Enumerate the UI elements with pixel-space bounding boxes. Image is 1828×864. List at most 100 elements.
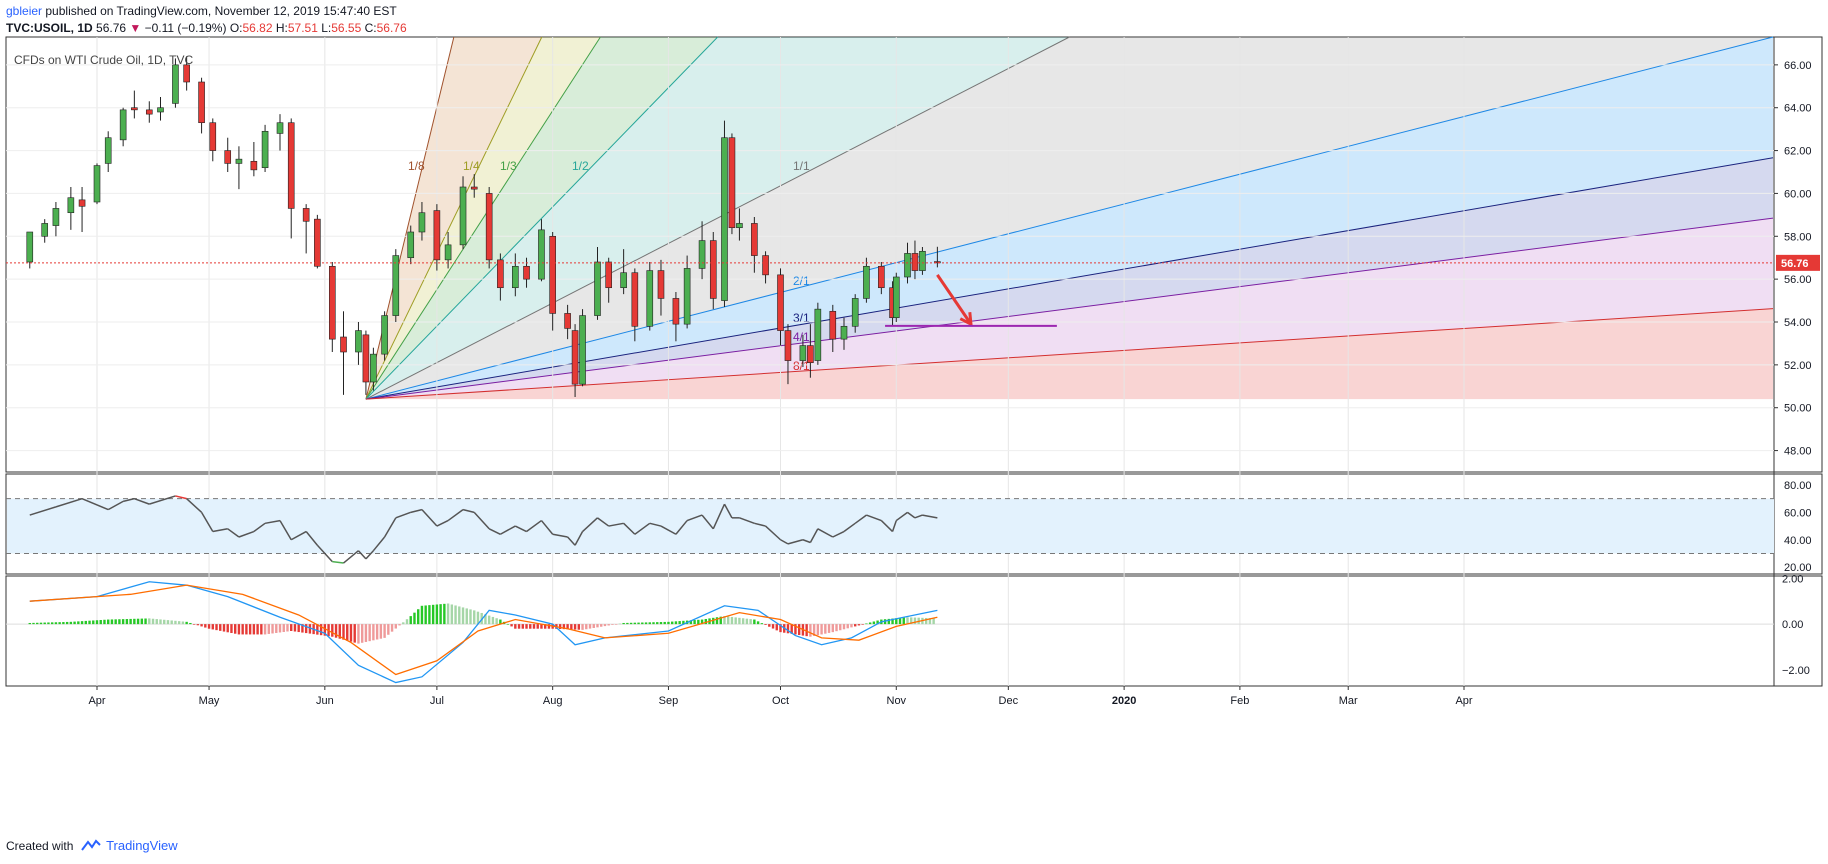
candle-body [497,259,504,289]
rsi-segment [305,531,318,546]
candle-body [41,223,49,237]
macd-histogram-bar [215,624,218,631]
macd-histogram-bar [723,616,726,625]
macd-histogram-bar [84,620,87,625]
macd-histogram-bar [827,624,831,633]
symbol-label: TVC:USOIL, 1D [6,21,93,35]
rsi-segment [866,514,882,522]
macd-histogram-bar [233,624,237,634]
candle-body [807,345,814,364]
fan-label: 1/8 [408,159,425,173]
macd-histogram-bar [286,624,289,632]
candle [287,118,295,239]
macd-histogram-bar [278,624,282,633]
macd-histogram-bar [446,603,450,625]
macd-histogram-bar [652,622,655,625]
macd-histogram-bar [293,624,297,632]
candle-body [762,255,769,276]
macd-histogram-bar [745,618,749,625]
macd-histogram-bar [898,617,902,625]
fan-line [365,217,1774,400]
macd-histogram-bar [226,624,229,633]
candle-body [183,64,190,83]
candle [605,257,612,303]
macd-histogram-bar [532,624,536,629]
macd-histogram-bar [222,624,226,632]
footer: Created with TradingView [6,838,178,854]
macd-histogram-bar [196,624,200,626]
macd-histogram-bar [547,624,551,629]
macd-histogram-bar [842,624,846,630]
macd-histogram-bar [177,621,181,625]
macd-histogram-bar [211,624,214,630]
time-tick-label: Apr [88,695,105,707]
macd-histogram-bar [749,619,752,625]
candle [41,219,49,243]
time-tick-label: Apr [1455,695,1472,707]
candle [198,77,205,134]
macd-histogram-bar [107,619,110,625]
candle [78,187,86,232]
candle-body [131,107,138,111]
macd-histogram-bar [558,624,562,629]
macd-histogram-bar [797,624,801,636]
macd-histogram-bar [323,624,327,636]
candle [392,249,400,322]
macd-histogram-bar [360,624,364,643]
candle-body [709,240,717,299]
macd-histogram-bar [428,605,431,625]
time-tick-label: Feb [1230,695,1249,707]
candle-body [851,298,859,327]
candle-body [52,208,60,226]
rsi-segment [290,530,307,541]
macd-histogram-bar [43,622,46,625]
candle [433,204,441,271]
rsi-segment [597,517,610,527]
price-tick-label: 66.00 [1784,60,1812,72]
macd-histogram-bar [383,624,386,638]
macd-histogram-bar [58,622,61,625]
candle-body [444,244,452,261]
macd-histogram-bar [484,614,487,625]
time-tick-label: Jun [316,695,334,707]
rsi-segment [802,539,811,544]
macd-histogram-bar [473,610,476,625]
candle [892,272,900,322]
candle-body [728,137,736,229]
fan-label: 1/4 [463,159,480,173]
price-tick-label: 50.00 [1784,403,1812,415]
down-arrow-head [959,312,973,327]
macd-histogram-bar [192,624,196,625]
macd-histogram-bar [592,624,595,628]
candle [538,219,545,282]
macd-histogram-bar [835,624,838,632]
macd-histogram-bar [514,624,517,629]
rsi-segment [526,519,542,533]
rsi-segment [500,525,516,535]
candle [93,163,101,205]
candle-body [799,345,807,361]
macd-histogram-bar [521,624,524,629]
tradingview-link[interactable]: TradingView [106,838,178,853]
macd-histogram-bar [641,622,644,625]
candle [721,120,728,307]
macd-histogram-bar [54,622,58,625]
macd-histogram-bar [301,624,304,633]
rsi-segment [540,520,554,535]
macd-histogram-bar [637,622,640,625]
fan-label: 2/1 [793,274,810,288]
macd-histogram-bar [753,619,756,625]
macd-histogram-bar [36,622,39,625]
macd-histogram-bar [80,621,84,625]
fan-line [365,157,1774,400]
fan-line [365,36,455,400]
candle [549,232,556,331]
macd-histogram-bar [887,618,891,625]
macd-histogram-bar [618,623,622,625]
macd-histogram-bar [872,621,876,625]
candle-body [904,253,911,278]
publisher-name[interactable]: gbleier [6,4,43,18]
macd-histogram-bar [155,619,158,625]
high-label: H: [275,21,288,35]
